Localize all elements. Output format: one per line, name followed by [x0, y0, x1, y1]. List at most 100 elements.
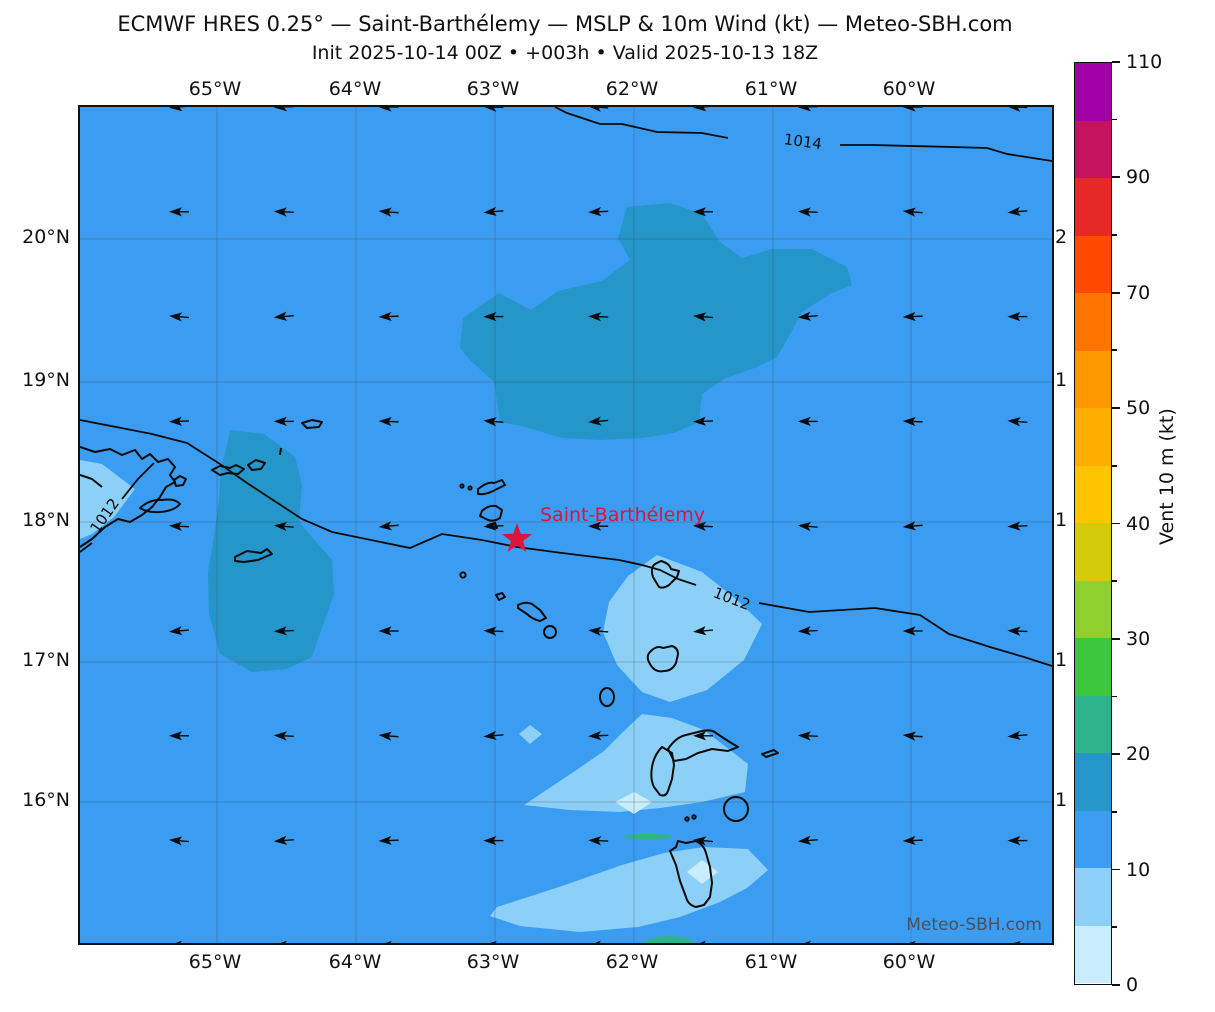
wind-arrow-icon	[588, 940, 602, 943]
latitude-tick-label: 18°N	[22, 509, 70, 531]
colorbar-tick-label: 20	[1126, 743, 1151, 766]
colorbar-segment-30-35	[1075, 580, 1111, 638]
wind-arrow-icon	[483, 836, 504, 846]
wind-arrow-icon	[378, 311, 399, 322]
wind-arrow-icon	[378, 626, 399, 636]
patch-5-10kt-diamond-small	[519, 725, 542, 744]
wind-arrow-icon	[902, 107, 923, 112]
latitude-tick-label: 19°N	[22, 369, 70, 391]
longitude-tick-label: 63°W	[466, 951, 520, 973]
wind-arrow-icon	[169, 312, 190, 322]
patch-5-10kt-guadeloupe	[524, 714, 748, 812]
colorbar-tick	[1112, 464, 1117, 467]
coast-islet-2	[467, 485, 473, 491]
figure-subtitle: Init 2025-10-14 00Z • +003h • Valid 2025…	[311, 42, 819, 64]
wind-arrow-icon	[588, 107, 609, 112]
wind-arrow-icon	[169, 836, 190, 846]
wind-arrow-icon	[273, 835, 294, 845]
coast-montserrat	[599, 687, 615, 707]
wind-arrow-icon	[273, 521, 294, 532]
colorbar-tick	[1112, 753, 1120, 756]
wind-arrow-icon	[280, 940, 287, 943]
wind-arrow-icon	[902, 731, 923, 741]
isobar-1012-left-a	[80, 542, 93, 553]
wind-arrow-icon	[588, 312, 609, 322]
colorbar-tick	[1112, 291, 1120, 294]
wind-arrow-icon	[693, 107, 714, 112]
patch-20-25kt-sliver	[624, 833, 672, 841]
longitude-tick-label: 64°W	[328, 951, 382, 973]
wind-arrow-icon	[1007, 941, 1021, 943]
longitude-tick-label: 65°W	[188, 78, 242, 100]
coast-saba	[459, 571, 467, 579]
weather-map: 1014 1012 1012 Saint-Barthélemy Meteo-SB…	[78, 105, 1054, 945]
latitude-tick-label: 17°N	[22, 649, 70, 671]
longitude-tick-label: 62°W	[605, 951, 659, 973]
colorbar-tick-label: 0	[1126, 974, 1139, 996]
patch-5-10kt-antigua	[603, 555, 762, 702]
colorbar-tick	[1112, 868, 1120, 871]
wind-arrow-icon	[273, 107, 294, 112]
figure-title: ECMWF HRES 0.25° — Saint-Barthélemy — MS…	[117, 12, 1013, 36]
wind-arrow-icon	[378, 731, 399, 741]
colorbar-tick	[1112, 407, 1120, 409]
wind-arrow-icon	[483, 521, 504, 531]
wind-arrow-icon	[1007, 521, 1028, 531]
wind-arrow-icon	[169, 521, 190, 531]
patch-0-5kt-diamond-dominica	[687, 860, 718, 884]
wind-arrow-icon	[1007, 312, 1028, 322]
wind-arrow-icon	[797, 311, 818, 321]
coast-basse-terre	[650, 746, 675, 797]
wind-arrow-icon	[1007, 206, 1028, 217]
wind-arrow-icon	[483, 107, 504, 112]
colorbar-tick	[1112, 580, 1117, 582]
isobar-1012-left-b	[121, 462, 155, 500]
colorbar-segment-20-25	[1075, 695, 1111, 753]
wind-arrow-icon	[588, 731, 609, 741]
coast-culebra	[173, 475, 187, 487]
coast-st-kitts	[517, 601, 547, 622]
wind-arrow-icon	[1007, 836, 1028, 846]
wind-arrow-icon	[1007, 417, 1028, 427]
colorbar-tick-label: 50	[1126, 397, 1151, 420]
coast-desirade	[761, 749, 779, 758]
latitude-tick-label-clipped: 1	[1055, 789, 1068, 811]
wind-arrow-icon	[693, 416, 714, 426]
wind-arrow-icon	[483, 730, 504, 741]
wind-arrow-icon	[902, 835, 923, 846]
colorbar	[1074, 62, 1112, 985]
wind-arrow-icon	[797, 731, 818, 741]
wind-arrow-icon	[797, 626, 818, 636]
coast-anegada	[301, 419, 323, 429]
wind-arrow-icon	[483, 206, 504, 217]
colorbar-segment-15-20	[1075, 753, 1111, 811]
wind-arrow-icon	[902, 940, 916, 943]
colorbar-segment-45-50	[1075, 408, 1111, 466]
wind-arrow-icon	[273, 207, 294, 217]
coast-tortola	[247, 459, 266, 471]
wind-arrow-icon	[169, 107, 190, 112]
longitude-tick-label: 61°W	[744, 78, 798, 100]
colorbar-tick	[1112, 61, 1120, 63]
coast-dash	[279, 447, 282, 456]
wind-arrow-icon	[273, 731, 294, 741]
wind-arrow-icon	[169, 940, 183, 943]
coast-grande-terre	[667, 729, 739, 762]
latitude-tick-label-clipped: 1	[1055, 369, 1068, 391]
map-canvas: 1014 1012 1012 Saint-Barthélemy Meteo-SB…	[80, 107, 1052, 943]
colorbar-tick-label: 110	[1126, 51, 1163, 73]
wind-arrow-icon	[693, 731, 713, 741]
wind-arrow-icon	[169, 416, 190, 426]
colorbar-segment-35-40	[1075, 523, 1111, 581]
isobar-1012	[80, 419, 697, 586]
coast-vieques	[139, 498, 181, 514]
patch-0-5kt-diamond-guadeloupe	[615, 792, 652, 814]
latitude-tick-label-clipped: 2	[1055, 226, 1068, 248]
coast-nevis	[543, 625, 557, 639]
wind-arrow-icon	[1007, 626, 1028, 636]
coast-antigua	[646, 645, 679, 673]
wind-arrow-icon	[588, 521, 609, 531]
colorbar-title: Vent 10 m (kt)	[1156, 408, 1178, 545]
wind-arrow-icon	[797, 835, 818, 845]
location-label: Saint-Barthélemy	[540, 504, 705, 526]
